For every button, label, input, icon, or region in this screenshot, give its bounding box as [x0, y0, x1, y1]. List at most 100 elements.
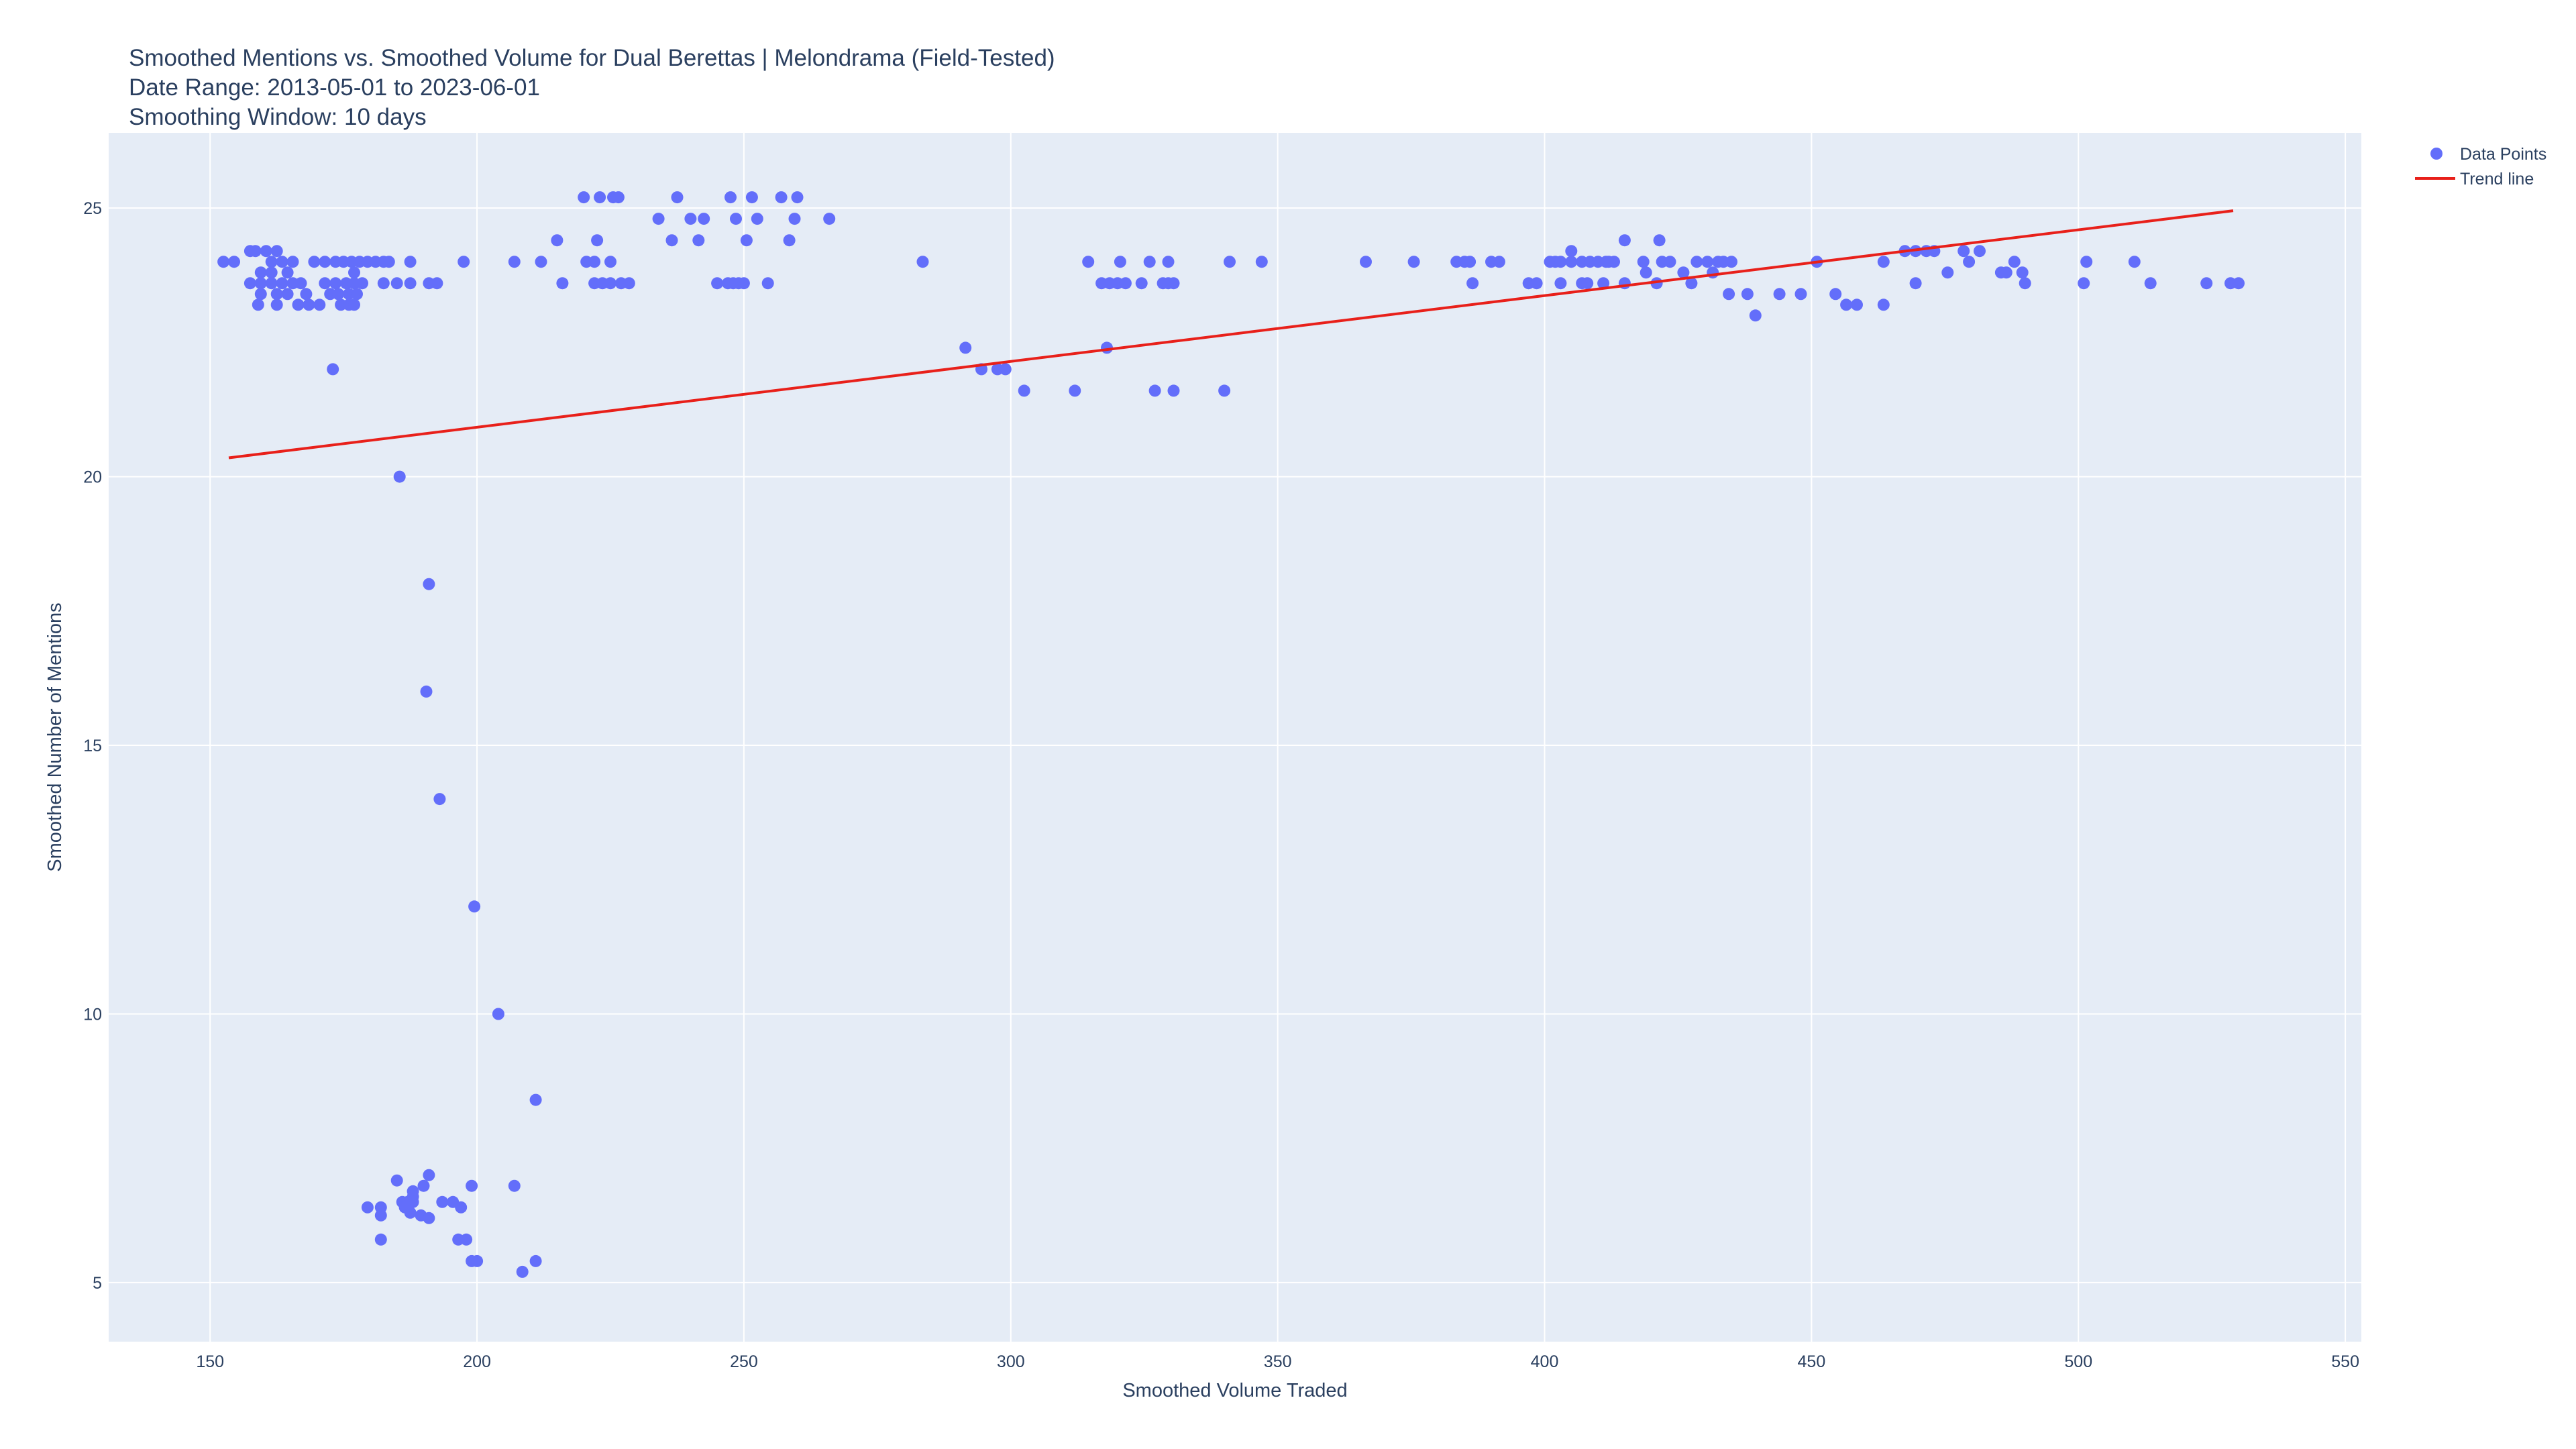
- data-point: [1690, 256, 1703, 268]
- data-point: [588, 256, 601, 268]
- data-point: [244, 277, 256, 290]
- data-point: [612, 191, 625, 204]
- data-point: [270, 245, 283, 258]
- y-tick-label: 20: [83, 468, 102, 487]
- data-point: [1407, 256, 1420, 268]
- data-point: [1773, 288, 1786, 301]
- data-point: [684, 213, 697, 225]
- data-point: [1167, 384, 1180, 397]
- data-point: [711, 277, 724, 290]
- data-point: [308, 256, 321, 268]
- data-point: [390, 277, 403, 290]
- data-point: [433, 793, 446, 806]
- data-point: [265, 266, 278, 279]
- data-point: [783, 234, 796, 247]
- data-point: [604, 256, 616, 268]
- data-point: [1741, 288, 1754, 301]
- data-point: [2200, 277, 2213, 290]
- data-point: [265, 277, 278, 290]
- data-point: [1069, 384, 1081, 397]
- data-point: [1218, 384, 1231, 397]
- data-point: [420, 685, 433, 698]
- data-point: [508, 256, 521, 268]
- x-tick-label: 250: [730, 1352, 758, 1371]
- data-point: [254, 277, 267, 290]
- data-point: [671, 191, 684, 204]
- data-point: [492, 1008, 504, 1020]
- data-point: [1701, 256, 1714, 268]
- plot-background: [109, 133, 2361, 1342]
- trend-line-series: [228, 209, 2234, 460]
- x-tick-label: 550: [2331, 1352, 2359, 1371]
- y-tick-label: 10: [83, 1005, 102, 1024]
- data-point: [423, 578, 435, 590]
- data-point: [249, 245, 262, 258]
- data-point: [535, 256, 547, 268]
- x-tick-label: 500: [2064, 1352, 2092, 1371]
- x-tick-label: 300: [997, 1352, 1025, 1371]
- data-point: [1565, 245, 1578, 258]
- data-point: [390, 1174, 403, 1187]
- data-point: [460, 1233, 473, 1246]
- data-point: [468, 900, 481, 913]
- data-point: [260, 245, 272, 258]
- data-point: [404, 277, 417, 290]
- data-point: [604, 277, 616, 290]
- data-point: [1255, 256, 1268, 268]
- data-point: [791, 191, 804, 204]
- data-point: [1464, 256, 1477, 268]
- data-point: [374, 1209, 387, 1222]
- data-point: [556, 277, 569, 290]
- data-point: [351, 288, 363, 301]
- y-tick-label: 25: [83, 199, 102, 218]
- data-point: [423, 1212, 435, 1224]
- data-point: [1877, 299, 1890, 311]
- data-point: [1581, 277, 1594, 290]
- data-point: [313, 299, 326, 311]
- data-point: [916, 256, 929, 268]
- data-point: [1082, 256, 1095, 268]
- data-point: [761, 277, 774, 290]
- chart-title-line-2: Date Range: 2013-05-01 to 2023-06-01: [129, 74, 540, 101]
- data-point: [1224, 256, 1236, 268]
- data-point: [292, 299, 305, 311]
- data-point: [652, 213, 665, 225]
- data-point: [1664, 256, 1676, 268]
- data-point: [1143, 256, 1156, 268]
- data-point: [1618, 234, 1631, 247]
- data-point: [1677, 266, 1690, 279]
- data-point: [1466, 277, 1479, 290]
- data-point: [1360, 256, 1372, 268]
- data-point: [1877, 256, 1890, 268]
- data-point: [591, 234, 604, 247]
- legend-label-data-points: Data Points: [2460, 145, 2546, 164]
- data-point: [1135, 277, 1148, 290]
- data-point: [1162, 256, 1175, 268]
- data-point: [578, 191, 590, 204]
- data-point: [217, 256, 230, 268]
- data-point: [404, 1206, 417, 1219]
- data-point: [1640, 266, 1652, 279]
- data-point: [508, 1179, 521, 1192]
- y-tick-label: 5: [93, 1274, 102, 1293]
- data-point: [2080, 256, 2093, 268]
- data-point: [348, 266, 360, 279]
- data-point: [1637, 256, 1650, 268]
- data-point: [1829, 288, 1842, 301]
- y-tick-labels: 5 10 15 20 25: [83, 199, 102, 1293]
- data-point: [1725, 256, 1737, 268]
- data-point: [751, 213, 763, 225]
- data-point: [319, 256, 331, 268]
- data-point: [374, 1233, 387, 1246]
- data-point: [788, 213, 801, 225]
- data-point: [1723, 288, 1735, 301]
- data-point: [2128, 256, 2141, 268]
- x-tick-label: 400: [1531, 1352, 1559, 1371]
- x-tick-label: 450: [1798, 1352, 1826, 1371]
- data-point: [623, 277, 635, 290]
- data-point: [2233, 277, 2245, 290]
- data-point: [2016, 266, 2029, 279]
- x-tick-label: 150: [196, 1352, 224, 1371]
- data-point: [382, 256, 395, 268]
- data-point: [823, 213, 836, 225]
